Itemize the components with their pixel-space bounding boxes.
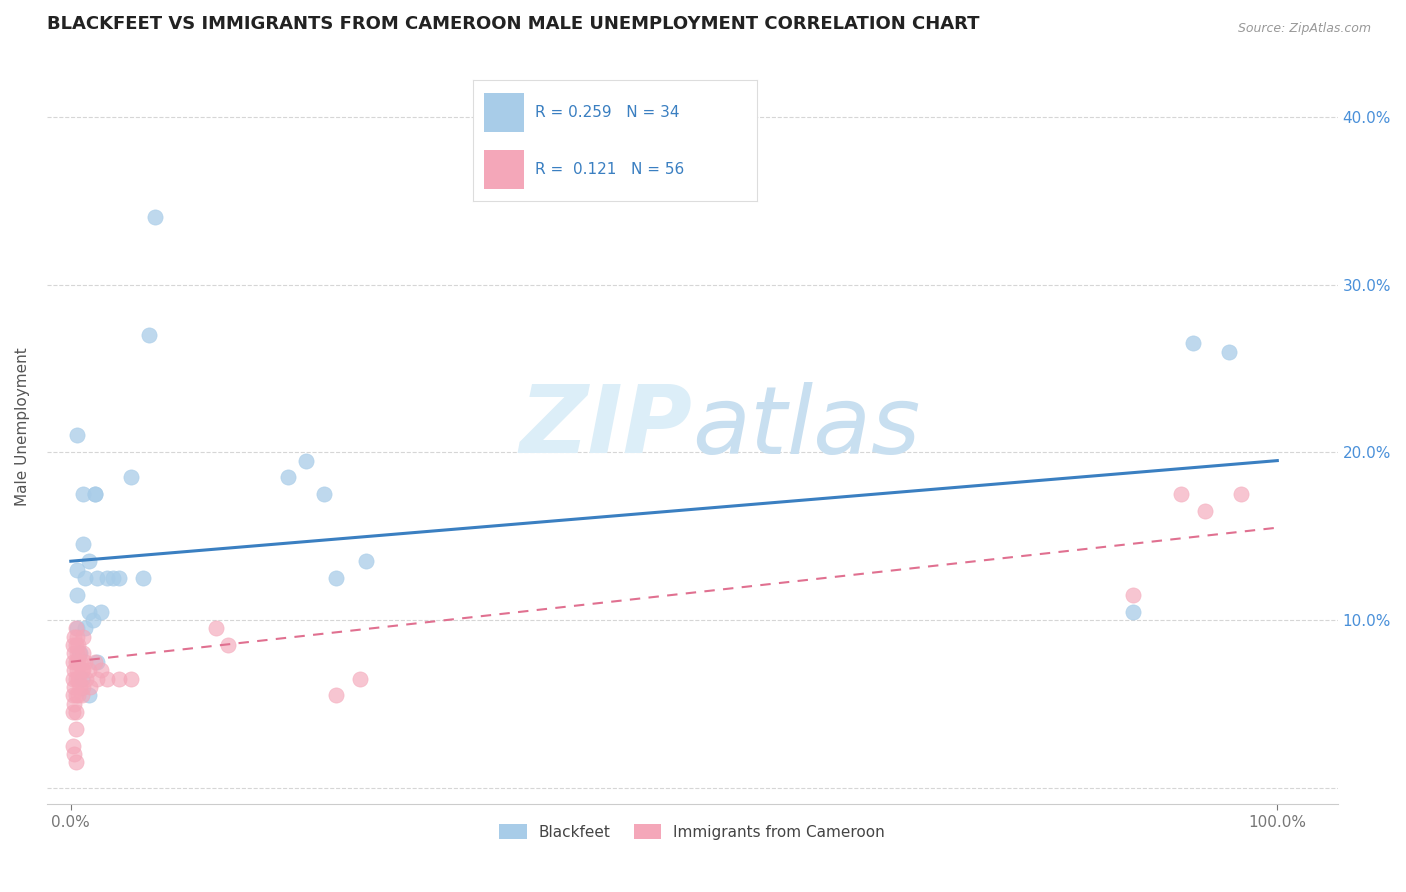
Text: BLACKFEET VS IMMIGRANTS FROM CAMEROON MALE UNEMPLOYMENT CORRELATION CHART: BLACKFEET VS IMMIGRANTS FROM CAMEROON MA… — [46, 15, 979, 33]
Point — [77, 689, 100, 703]
Point — [70, 672, 93, 686]
Point — [1230, 487, 1253, 501]
Point — [72, 680, 94, 694]
Text: ZIP: ZIP — [519, 381, 692, 473]
Point — [1121, 588, 1143, 602]
Point — [67, 638, 90, 652]
Point — [72, 663, 94, 677]
Point — [277, 470, 299, 484]
Point — [86, 655, 108, 669]
Point — [217, 638, 239, 652]
Point — [67, 689, 90, 703]
Point — [75, 621, 97, 635]
Point — [120, 672, 142, 686]
Point — [79, 680, 101, 694]
Point — [108, 571, 131, 585]
Point — [138, 327, 160, 342]
Point — [1121, 605, 1143, 619]
Point — [75, 655, 97, 669]
Point — [84, 487, 107, 501]
Point — [295, 453, 318, 467]
Point — [75, 571, 97, 585]
Point — [143, 211, 166, 225]
Point — [132, 571, 155, 585]
Point — [349, 672, 371, 686]
Point — [65, 722, 87, 736]
Point — [108, 672, 131, 686]
Point — [65, 638, 87, 652]
Point — [62, 638, 84, 652]
Point — [86, 672, 108, 686]
Point — [77, 663, 100, 677]
Point — [62, 705, 84, 719]
Point — [66, 563, 89, 577]
Point — [72, 537, 94, 551]
Text: atlas: atlas — [692, 382, 921, 473]
Point — [65, 655, 87, 669]
Point — [65, 756, 87, 770]
Point — [72, 647, 94, 661]
Point — [69, 655, 91, 669]
Text: Source: ZipAtlas.com: Source: ZipAtlas.com — [1237, 22, 1371, 36]
Point — [82, 613, 104, 627]
Point — [1181, 336, 1204, 351]
Point — [96, 672, 118, 686]
Point — [84, 655, 107, 669]
Point — [314, 487, 336, 501]
Point — [62, 689, 84, 703]
Y-axis label: Male Unemployment: Male Unemployment — [15, 348, 30, 507]
Point — [67, 672, 90, 686]
Point — [66, 647, 89, 661]
Point — [69, 647, 91, 661]
Point — [65, 705, 87, 719]
Point — [66, 663, 89, 677]
Point — [72, 487, 94, 501]
Point — [325, 571, 347, 585]
Point — [63, 747, 86, 761]
Point — [72, 630, 94, 644]
Point — [63, 630, 86, 644]
Point — [66, 428, 89, 442]
Point — [1218, 344, 1240, 359]
Point — [66, 588, 89, 602]
Point — [1194, 504, 1216, 518]
Point — [356, 554, 378, 568]
Point — [70, 689, 93, 703]
Point — [67, 655, 90, 669]
Point — [90, 663, 112, 677]
Point — [90, 605, 112, 619]
Point — [62, 739, 84, 753]
Point — [77, 554, 100, 568]
Point — [63, 663, 86, 677]
Point — [67, 672, 90, 686]
Point — [86, 571, 108, 585]
Point — [204, 621, 226, 635]
Point — [65, 672, 87, 686]
Point — [67, 647, 90, 661]
Point — [65, 689, 87, 703]
Point — [62, 672, 84, 686]
Point — [70, 663, 93, 677]
Point — [62, 655, 84, 669]
Point — [66, 630, 89, 644]
Point — [63, 697, 86, 711]
Point — [66, 621, 89, 635]
Point — [69, 680, 91, 694]
Point — [63, 680, 86, 694]
Point — [63, 647, 86, 661]
Point — [76, 672, 98, 686]
Point — [77, 605, 100, 619]
Point — [1170, 487, 1192, 501]
Point — [325, 689, 347, 703]
Point — [120, 470, 142, 484]
Point — [84, 487, 107, 501]
Point — [96, 571, 118, 585]
Point — [65, 621, 87, 635]
Legend: Blackfeet, Immigrants from Cameroon: Blackfeet, Immigrants from Cameroon — [494, 817, 891, 846]
Point — [101, 571, 124, 585]
